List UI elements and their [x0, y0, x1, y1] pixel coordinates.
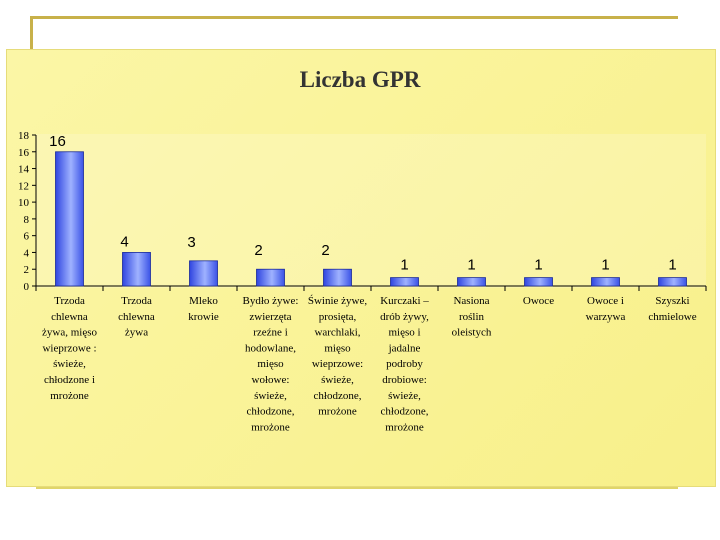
bar — [55, 151, 84, 287]
y-tick-label: 16 — [18, 147, 30, 159]
slide-frame-top — [30, 16, 678, 19]
y-tick-label: 10 — [18, 197, 30, 209]
x-tick-label: Szyszki chmielowe — [648, 295, 696, 323]
bar — [457, 277, 486, 287]
bar — [323, 268, 352, 287]
y-tick-label: 2 — [24, 264, 30, 276]
data-label: 4 — [120, 233, 128, 250]
x-tick-label: Świnie żywe, prosięta, warchlaki, mięso wiep… — [308, 295, 368, 418]
bar — [256, 268, 285, 287]
bar — [524, 277, 553, 287]
bar — [591, 277, 620, 287]
data-label: 1 — [467, 257, 475, 274]
data-label: 1 — [534, 257, 542, 274]
data-label: 16 — [49, 133, 66, 150]
x-tick-label: Trzoda chlewna żywa — [118, 295, 155, 339]
x-tick-label: Bydło żywe: zwierzęta rzeźne i hodowlane, mi… — [243, 295, 299, 433]
bar — [189, 260, 218, 287]
y-tick-label: 4 — [24, 247, 30, 259]
x-tick-label: Owoce — [523, 295, 554, 307]
chart-title: Liczba GPR — [299, 67, 421, 92]
x-tick-label: Owoce i warzywa — [586, 295, 626, 323]
x-tick-label: Mleko krowie — [188, 295, 219, 323]
data-label: 2 — [321, 242, 329, 259]
data-label: 1 — [601, 257, 609, 274]
y-tick-label: 6 — [24, 231, 30, 243]
bar — [122, 252, 151, 287]
x-tick-label: Trzoda chlewna żywa, mięso wieprzowe : śwież… — [42, 295, 97, 402]
slide-frame-left — [30, 16, 33, 50]
y-tick-label: 18 — [18, 130, 30, 142]
data-label: 3 — [187, 234, 195, 251]
bar — [390, 277, 419, 287]
x-tick-label: Nasiona roślin oleistych — [452, 295, 492, 339]
data-label: 1 — [668, 257, 676, 274]
y-tick-label: 8 — [24, 214, 30, 226]
x-tick-label: Kurczaki – drób żywy, mięso i jadalne podrob… — [380, 295, 429, 433]
bar — [658, 277, 687, 287]
y-tick-label: 14 — [18, 164, 30, 176]
data-label: 1 — [400, 257, 408, 274]
panel-bottom-line — [36, 487, 678, 489]
y-tick-label: 0 — [24, 281, 30, 293]
y-tick-label: 12 — [18, 180, 29, 192]
data-label: 2 — [254, 242, 262, 259]
